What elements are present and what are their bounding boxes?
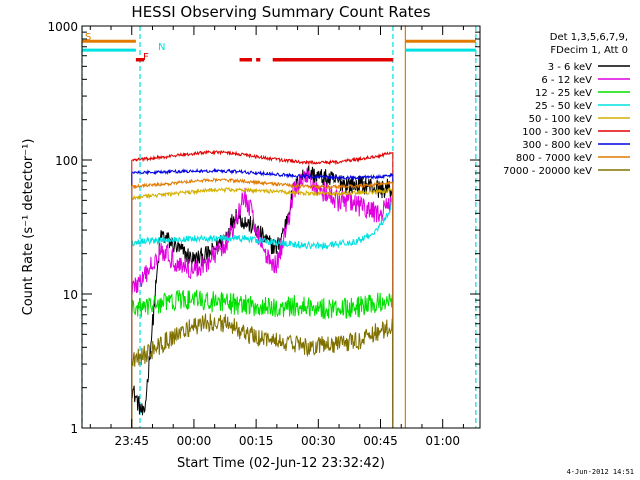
series-line-3 [131,195,394,428]
legend-label-0: 3 - 6 keV [548,62,592,73]
legend-label-8: 7000 - 20000 keV [503,166,592,177]
x-tick-label-1: 00:00 [177,434,212,448]
x-tick-label-2: 00:15 [239,434,274,448]
legend-label-7: 800 - 7000 keV [516,153,592,164]
series-line-4 [131,186,394,428]
x-tick-label-4: 00:45 [363,434,398,448]
axes-frame [81,25,481,429]
legend-label-4: 50 - 100 keV [529,114,593,125]
y-tick-label-3: 1000 [47,20,78,34]
legend-label-6: 300 - 800 keV [522,140,592,151]
flag-letter-f: F [143,52,149,63]
series-line-5 [131,149,394,428]
legend: Det 1,3,5,6,7,9, FDecim 1, Att 0 3 - 6 keV… [503,32,630,177]
y-axis-label: Count Rate (s⁻¹ detector⁻¹) [21,139,36,316]
y-tick-label-1: 10 [63,288,78,302]
legend-header-1: FDecim 1, Att 0 [550,45,628,56]
legend-header-0: Det 1,3,5,6,7,9, [550,32,628,43]
legend-label-2: 12 - 25 keV [535,88,592,99]
y-tick-label-0: 1 [70,422,78,436]
series-line-2 [131,289,394,428]
x-tick-label-5: 01:00 [425,434,460,448]
legend-label-5: 100 - 300 keV [522,127,592,138]
chart-title: HESSI Observing Summary Count Rates [131,3,430,21]
series-line-6 [131,167,394,428]
plot-layer: S NF 1 10 100 1000 23:45 00:00 00:15 00:30 00:45 01… [47,20,481,448]
x-axis-label: Start Time (02-Jun-12 23:32:42) [177,456,385,471]
flag-letter-s: S [85,32,91,43]
series-line-8 [131,313,394,428]
legend-label-3: 25 - 50 keV [535,101,592,112]
x-tick-label-0: 23:45 [114,434,149,448]
y-tick-label-2: 100 [55,154,78,168]
series-line-7 [131,177,394,428]
timestamp: 4-Jun-2012 14:51 [567,468,634,476]
flag-letter-n: N [158,42,165,53]
x-tick-label-3: 00:30 [301,434,336,448]
legend-label-1: 6 - 12 keV [541,75,592,86]
